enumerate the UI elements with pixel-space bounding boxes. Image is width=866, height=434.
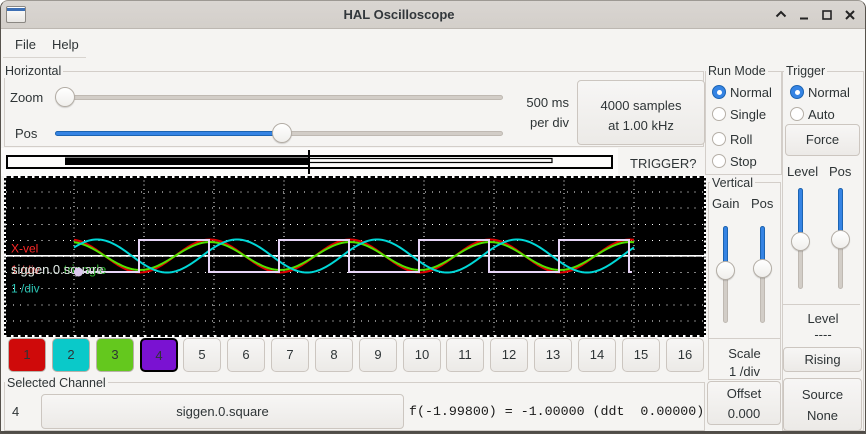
- svg-text:X-vel: X-vel: [11, 242, 38, 256]
- svg-text:siggen.0.square: siggen.0.square: [11, 262, 104, 277]
- svg-text:1 /div: 1 /div: [11, 263, 40, 277]
- svg-text:1 /div: 1 /div: [11, 282, 40, 296]
